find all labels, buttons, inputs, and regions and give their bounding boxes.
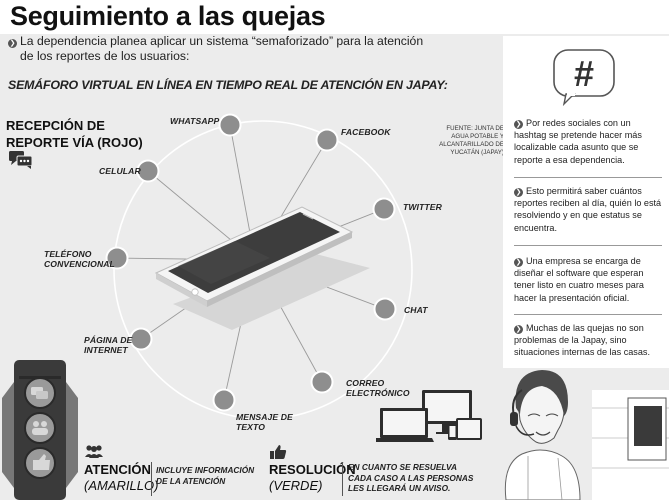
label-telefono-line1: TELÉFONO bbox=[44, 249, 92, 259]
source-line-4: YUCATÁN (JAPAY) bbox=[450, 149, 504, 156]
label-mensaje: MENSAJE DE TEXTO bbox=[236, 412, 293, 432]
call-center-operator-illustration bbox=[488, 368, 669, 500]
reception-line-2: REPORTE VÍA (ROJO) bbox=[6, 135, 143, 150]
bullet-icon: ❯ bbox=[514, 188, 523, 197]
devices-illustration bbox=[376, 390, 482, 442]
resolution-color: (VERDE) bbox=[269, 478, 323, 493]
side-item-4: ❯ Muchas de las quejas no son problemas d… bbox=[514, 322, 662, 359]
source-line-2: AGUA POTABLE Y bbox=[451, 133, 504, 140]
label-mensaje-line2: TEXTO bbox=[236, 422, 265, 432]
bullet-icon: ❯ bbox=[514, 258, 523, 267]
channel-ring bbox=[113, 120, 413, 420]
source-note: FUENTE: JUNTA DE AGUA POTABLE Y ALCANTAR… bbox=[436, 125, 504, 157]
diagram-subheading: SEMÁFORO VIRTUAL EN LÍNEA EN TIEMPO REAL… bbox=[8, 78, 448, 92]
intro-line-1: La dependencia planea aplicar un sistema… bbox=[20, 34, 424, 48]
intro-line-2: de los reportes de los usuarios: bbox=[20, 49, 190, 63]
attention-title: ATENCIÓN bbox=[84, 462, 151, 477]
label-telefono-line2: CONVENCIONAL bbox=[44, 259, 115, 269]
divider bbox=[151, 462, 152, 496]
node-pagina bbox=[129, 327, 153, 351]
side-item-1-text: Por redes sociales con un hashtag se pre… bbox=[514, 118, 642, 165]
label-whatsapp: WHATSAPP bbox=[170, 116, 220, 126]
page-title: Seguimiento a las quejas bbox=[10, 1, 326, 31]
attention-description: INCLUYE INFORMACIÓN DE LA ATENCIÓN bbox=[156, 465, 254, 486]
title-bar: Seguimiento a las quejas bbox=[0, 0, 669, 34]
channel-nodes bbox=[105, 113, 397, 412]
hashtag-bubble-icon: # bbox=[553, 49, 615, 106]
resolution-title: RESOLUCIÓN bbox=[269, 462, 356, 477]
label-correo: CORREO ELECTRÓNICO bbox=[346, 378, 410, 398]
node-mensaje bbox=[212, 388, 236, 412]
node-correo bbox=[310, 370, 334, 394]
divider bbox=[342, 462, 343, 496]
label-telefono: TELÉFONO CONVENCIONAL bbox=[44, 249, 115, 269]
label-pagina-line1: PÁGINA DE bbox=[84, 335, 133, 345]
node-telefono bbox=[105, 246, 129, 270]
attention-color: (AMARILLO) bbox=[84, 478, 159, 493]
label-correo-line1: CORREO bbox=[346, 378, 385, 388]
node-chat bbox=[373, 297, 397, 321]
source-line-3: ALCANTARILLADO DE bbox=[439, 141, 504, 148]
divider bbox=[514, 177, 662, 178]
side-item-3: ❯ Una empresa se encarga de diseñar el so… bbox=[514, 255, 662, 304]
side-item-1: ❯ Por redes sociales con un hashtag se pr… bbox=[514, 117, 662, 166]
intro-paragraph: ❯ La dependencia planea aplicar un sistem… bbox=[8, 34, 438, 64]
label-twitter: TWITTER bbox=[403, 202, 442, 212]
node-facebook bbox=[315, 128, 339, 152]
reception-heading: RECEPCIÓN DE REPORTE VÍA (ROJO) bbox=[6, 117, 143, 151]
label-mensaje-line1: MENSAJE DE bbox=[236, 412, 293, 422]
side-item-2-text: Esto permitirá saber cuántos reportes re… bbox=[514, 186, 662, 233]
label-correo-line2: ELECTRÓNICO bbox=[346, 388, 410, 398]
side-item-3-text: Una empresa se encarga de diseñar el sof… bbox=[514, 256, 644, 303]
phone-shadow bbox=[173, 253, 370, 330]
resolution-text-line-2: CADA CASO A LAS PERSONAS bbox=[348, 472, 474, 483]
resolution-description: EN CUANTO SE RESUELVA CADA CASO A LAS PE… bbox=[348, 462, 473, 494]
traffic-light-illustration bbox=[2, 360, 78, 500]
node-twitter bbox=[372, 197, 396, 221]
label-chat: CHAT bbox=[404, 305, 428, 315]
smartphone-illustration bbox=[154, 206, 354, 307]
source-line-1: FUENTE: JUNTA DE bbox=[446, 125, 504, 132]
group-icon bbox=[85, 445, 103, 458]
reception-line-1: RECEPCIÓN DE bbox=[6, 118, 105, 133]
attention-text-line-2: DE LA ATENCIÓN bbox=[156, 475, 226, 486]
hashtag-symbol: # bbox=[574, 53, 594, 94]
divider bbox=[514, 245, 662, 246]
bullet-icon: ❯ bbox=[514, 325, 523, 334]
resolution-text-line-3: LES LLEGARÁ UN AVISO. bbox=[348, 483, 451, 493]
chat-bubble-icon bbox=[9, 151, 33, 169]
label-celular: CELULAR bbox=[99, 166, 141, 176]
thumbs-up-icon bbox=[270, 445, 287, 459]
label-pagina: PÁGINA DE INTERNET bbox=[84, 335, 132, 355]
node-whatsapp bbox=[218, 113, 242, 137]
node-celular bbox=[136, 159, 160, 183]
side-item-2: ❯ Esto permitirá saber cuántos reportes r… bbox=[514, 185, 662, 234]
label-pagina-line2: INTERNET bbox=[84, 345, 128, 355]
divider bbox=[514, 314, 662, 315]
resolution-text-line-1: EN CUANTO SE RESUELVA bbox=[348, 462, 457, 472]
attention-text-line-1: INCLUYE INFORMACIÓN bbox=[156, 465, 255, 475]
bullet-icon: ❯ bbox=[8, 39, 17, 48]
side-item-4-text: Muchas de las quejas no son problemas de… bbox=[514, 323, 650, 358]
bullet-icon: ❯ bbox=[514, 120, 523, 129]
label-facebook: FACEBOOK bbox=[341, 127, 391, 137]
